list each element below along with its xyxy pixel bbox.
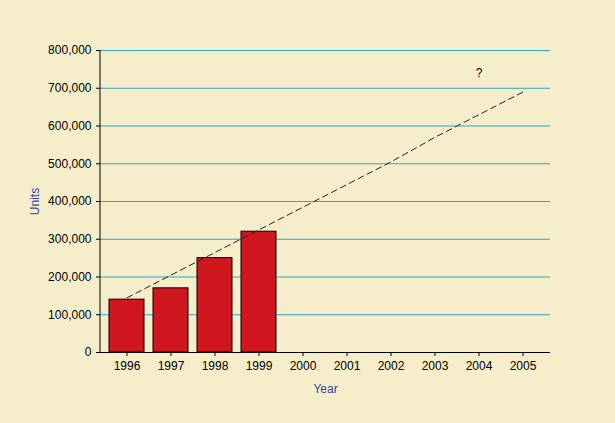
svg-text:Year: Year (313, 382, 337, 396)
svg-text:1996: 1996 (114, 359, 141, 373)
svg-text:1997: 1997 (158, 359, 185, 373)
svg-text:400,000: 400,000 (48, 194, 92, 208)
svg-text:600,000: 600,000 (48, 119, 92, 133)
svg-text:100,000: 100,000 (48, 308, 92, 322)
svg-text:800,000: 800,000 (48, 43, 92, 57)
svg-text:1999: 1999 (246, 359, 273, 373)
svg-text:200,000: 200,000 (48, 270, 92, 284)
svg-text:2000: 2000 (290, 359, 317, 373)
svg-text:Units: Units (28, 188, 42, 215)
svg-text:?: ? (476, 66, 483, 80)
svg-text:300,000: 300,000 (48, 232, 92, 246)
svg-text:2002: 2002 (378, 359, 405, 373)
svg-text:700,000: 700,000 (48, 81, 92, 95)
svg-text:2001: 2001 (334, 359, 361, 373)
svg-text:0: 0 (85, 345, 92, 359)
svg-text:2005: 2005 (510, 359, 537, 373)
svg-text:2003: 2003 (422, 359, 449, 373)
svg-text:1998: 1998 (202, 359, 229, 373)
svg-text:2004: 2004 (466, 359, 493, 373)
svg-text:500,000: 500,000 (48, 157, 92, 171)
